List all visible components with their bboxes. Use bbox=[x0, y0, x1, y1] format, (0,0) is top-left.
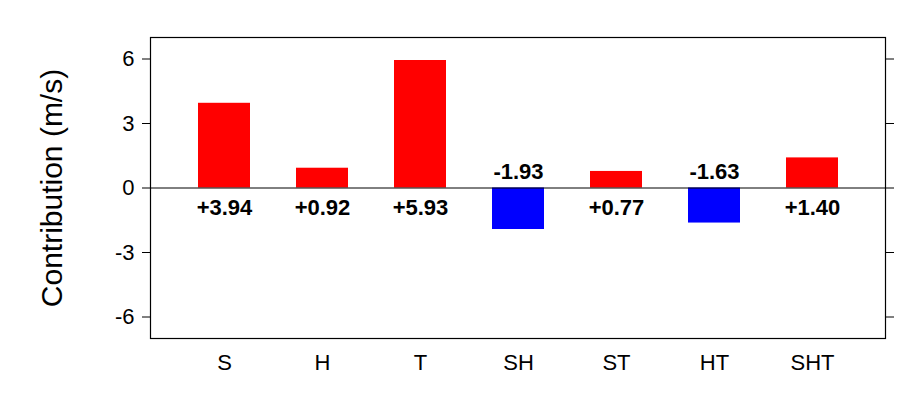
svg-text:SH: SH bbox=[503, 350, 534, 375]
svg-text:H: H bbox=[315, 350, 331, 375]
svg-text:HT: HT bbox=[700, 350, 729, 375]
svg-text:SHT: SHT bbox=[791, 350, 835, 375]
svg-text:T: T bbox=[414, 350, 427, 375]
svg-text:S: S bbox=[217, 350, 232, 375]
svg-text:+3.94: +3.94 bbox=[197, 195, 253, 220]
svg-text:ST: ST bbox=[602, 350, 630, 375]
svg-text:+1.40: +1.40 bbox=[785, 195, 841, 220]
svg-text:+0.77: +0.77 bbox=[589, 195, 645, 220]
svg-text:3: 3 bbox=[122, 111, 134, 136]
svg-text:+0.92: +0.92 bbox=[295, 195, 351, 220]
svg-text:0: 0 bbox=[122, 175, 134, 200]
svg-text:Contribution (m/s): Contribution (m/s) bbox=[35, 69, 68, 307]
svg-text:+5.93: +5.93 bbox=[393, 195, 449, 220]
svg-text:-1.63: -1.63 bbox=[689, 159, 739, 184]
svg-text:6: 6 bbox=[122, 46, 134, 71]
svg-text:-3: -3 bbox=[115, 240, 135, 265]
svg-text:-6: -6 bbox=[115, 304, 135, 329]
svg-text:-1.93: -1.93 bbox=[493, 159, 543, 184]
